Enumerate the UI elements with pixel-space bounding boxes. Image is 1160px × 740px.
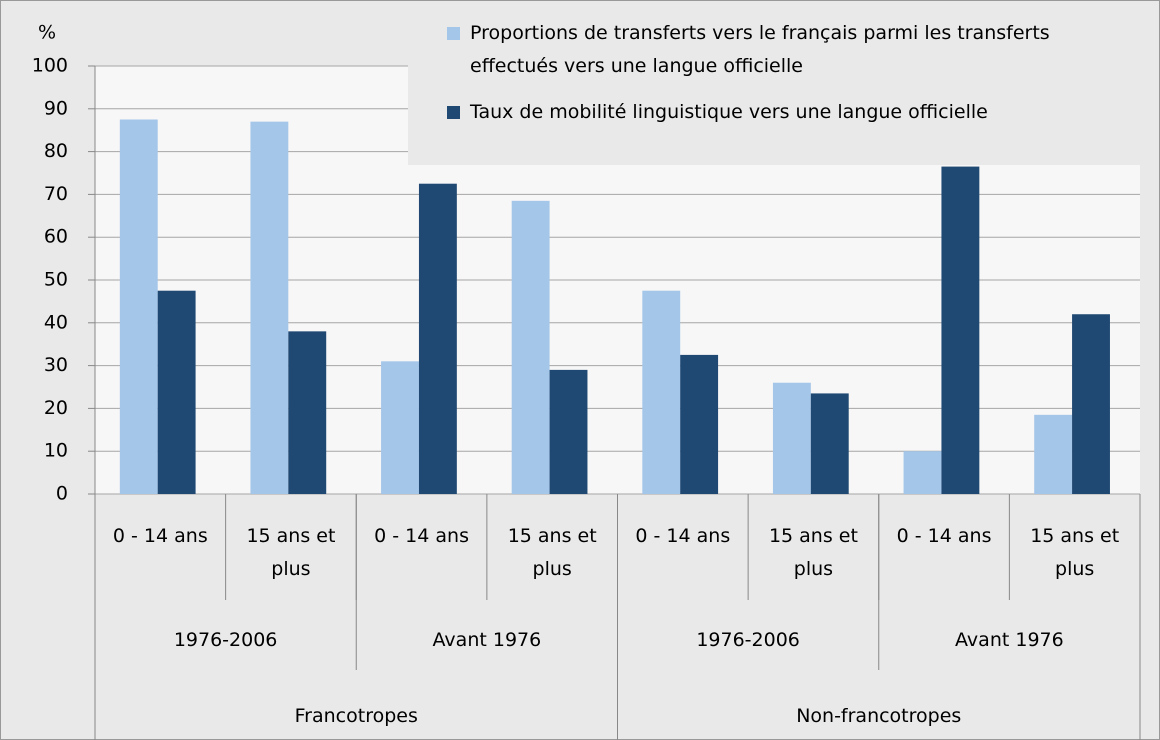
y-tick-label: 50 [44, 269, 68, 291]
legend-box [408, 1, 1159, 165]
bar [418, 183, 457, 494]
bar [680, 354, 719, 494]
period-label: Avant 1976 [432, 629, 542, 651]
bar [119, 119, 158, 494]
y-tick-label: 90 [44, 97, 68, 119]
bar [1034, 414, 1073, 494]
y-tick-label: 60 [44, 226, 68, 248]
bar [157, 290, 196, 494]
x-tick-label: 0 - 14 ans [635, 525, 731, 547]
bar [772, 382, 811, 494]
y-tick-label: 30 [44, 354, 68, 376]
y-tick-label: 10 [44, 440, 68, 462]
x-tick-label: 0 - 14 ans [112, 525, 208, 547]
bar [549, 369, 588, 494]
y-tick-label: 20 [44, 397, 68, 419]
bar [903, 451, 942, 494]
y-tick-label: 70 [44, 183, 68, 205]
bar [810, 393, 849, 494]
bar [941, 166, 980, 494]
x-tick-label: 0 - 14 ans [896, 525, 992, 547]
period-label: 1976-2006 [696, 629, 800, 651]
bar [250, 121, 289, 494]
bar [381, 361, 419, 494]
period-label: Avant 1976 [955, 629, 1064, 651]
y-tick-label: 0 [56, 483, 68, 505]
x-tick-label: 0 - 14 ans [374, 525, 469, 547]
x-tick-label: 15 ans et plus [1030, 525, 1120, 580]
bar [1072, 314, 1110, 494]
bar [288, 331, 327, 494]
group-label: Non-francotropes [796, 705, 962, 727]
y-axis-label: % [38, 22, 56, 44]
bar [642, 290, 681, 494]
x-tick-label: 15 ans et plus [246, 525, 336, 580]
y-tick-label: 100 [32, 55, 68, 77]
y-tick-label: 80 [44, 140, 68, 162]
legend-label: Proportions de transferts vers le frança… [470, 22, 1050, 77]
legend-swatch [447, 27, 460, 40]
period-label: 1976-2006 [173, 629, 278, 651]
legend-label: Taux de mobilité linguistique vers une l… [470, 101, 988, 123]
bar [511, 200, 550, 494]
x-tick-label: 15 ans et plus [507, 525, 597, 580]
y-tick-label: 40 [44, 311, 68, 333]
legend-swatch [447, 106, 460, 119]
group-label: Francotropes [294, 705, 418, 727]
x-tick-label: 15 ans et plus [768, 525, 858, 580]
